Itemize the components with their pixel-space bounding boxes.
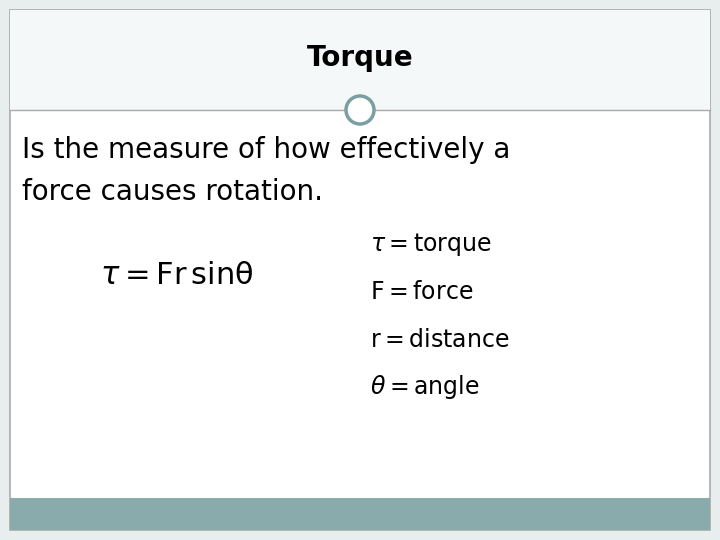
Text: force causes rotation.: force causes rotation.	[22, 178, 323, 206]
Text: Torque: Torque	[307, 44, 413, 72]
Bar	[10, 10, 710, 110]
Text: $\mathrm{F = force}$: $\mathrm{F = force}$	[370, 280, 473, 304]
Bar	[10, 498, 710, 530]
Text: $\mathrm{r = distance}$: $\mathrm{r = distance}$	[370, 328, 510, 352]
Text: $\tau = \mathrm{torque}$: $\tau = \mathrm{torque}$	[370, 232, 492, 259]
Text: Is the measure of how effectively a: Is the measure of how effectively a	[22, 136, 510, 164]
Circle shape	[346, 96, 374, 124]
Text: $\theta = \mathrm{angle}$: $\theta = \mathrm{angle}$	[370, 373, 480, 401]
Text: $\tau = \mathrm{Fr\,sin\theta}$: $\tau = \mathrm{Fr\,sin\theta}$	[100, 260, 253, 289]
